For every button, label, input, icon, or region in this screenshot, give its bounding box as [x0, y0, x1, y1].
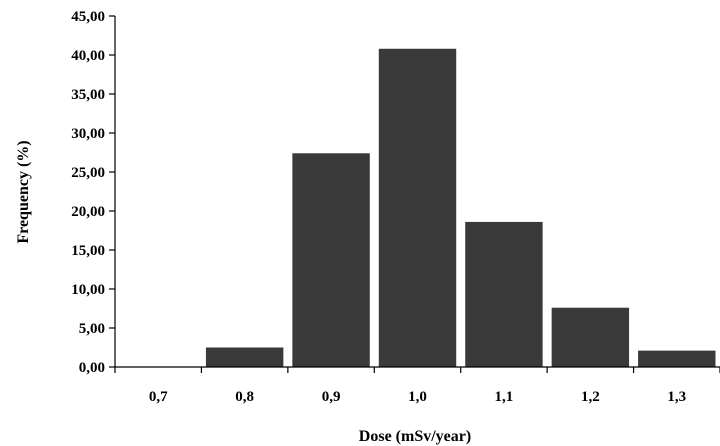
bar-1-2	[551, 307, 630, 367]
x-tick-labels: 0,7 0,8 0,9 1,0 1,1 1,2 1,3	[149, 389, 686, 405]
x-tick-label: 1,0	[408, 389, 427, 405]
y-tick-label: 5,00	[79, 321, 105, 337]
x-tick-label: 1,2	[581, 389, 600, 405]
bar-group	[205, 48, 716, 367]
x-tick-label: 0,8	[235, 389, 254, 405]
x-tick-label: 0,7	[149, 389, 168, 405]
y-tick-label: 35,00	[71, 87, 105, 103]
y-tick-label: 40,00	[71, 48, 105, 64]
y-tick-labels: 0,00 5,00 10,00 15,00 20,00 25,00 30,00 35,00 40…	[71, 9, 105, 376]
y-tick-label: 0,00	[79, 360, 105, 376]
y-tick-label: 15,00	[71, 243, 105, 259]
y-tick-label: 10,00	[71, 282, 105, 298]
x-tick-label: 1,3	[667, 389, 686, 405]
y-tick-label: 30,00	[71, 126, 105, 142]
y-tick-label: 20,00	[71, 204, 105, 220]
y-tick-label: 45,00	[71, 9, 105, 25]
x-axis-title: Dose (mSv/year)	[359, 428, 471, 445]
x-tick-label: 1,1	[495, 389, 514, 405]
axes	[109, 15, 720, 373]
bar-0-9	[292, 153, 370, 367]
bar-1-3	[638, 350, 716, 367]
y-axis-title: Frequency (%)	[15, 140, 32, 243]
bar-0-8	[205, 347, 284, 367]
bar-1-1	[465, 221, 543, 367]
y-tick-label: 25,00	[71, 165, 105, 181]
x-tick-label: 0,9	[322, 389, 341, 405]
bar-1-0	[378, 48, 457, 367]
